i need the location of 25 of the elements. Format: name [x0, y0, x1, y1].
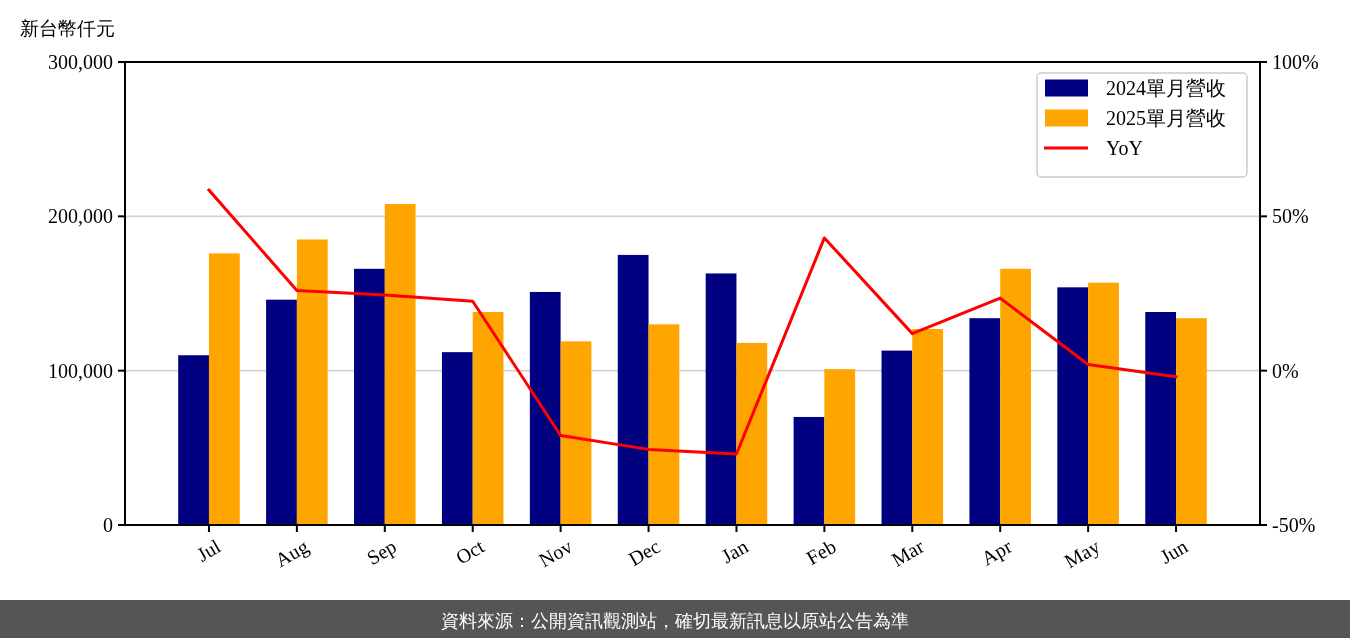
x-tick-label: Jul — [192, 534, 225, 566]
y2-tick-label: 0% — [1272, 359, 1299, 382]
y-tick-label: 300,000 — [48, 51, 113, 73]
x-tick-label: May — [1060, 534, 1104, 574]
legend-label: 2024單月營收 — [1106, 77, 1226, 99]
x-tick-label: Feb — [802, 534, 840, 569]
x-tick-label: Sep — [363, 534, 401, 570]
x-tick-label: Mar — [887, 534, 928, 571]
x-tick-label: Oct — [451, 534, 489, 569]
x-tick-label: Apr — [977, 534, 1017, 571]
y-tick-label: 0 — [103, 514, 113, 536]
x-tick-label: Dec — [624, 534, 664, 571]
x-tick-label: Aug — [271, 534, 313, 573]
legend-label: 2025單月營收 — [1106, 107, 1226, 129]
y2-tick-label: 100% — [1272, 51, 1319, 73]
x-tick-label: Nov — [534, 534, 576, 572]
x-tick-label: Jun — [1156, 534, 1192, 568]
source-note: 資料來源：公開資訊觀測站，確切最新訊息以原站公告為準 — [441, 609, 909, 631]
y-tick-label: 100,000 — [48, 359, 113, 382]
y-tick-label: 200,000 — [48, 205, 113, 228]
legend-label: YoY — [1106, 137, 1143, 159]
y-axis-title: 新台幣仟元 — [20, 18, 115, 39]
y2-tick-label: -50% — [1272, 514, 1316, 536]
x-tick-label: Jan — [717, 534, 752, 568]
y2-tick-label: 50% — [1272, 205, 1309, 228]
